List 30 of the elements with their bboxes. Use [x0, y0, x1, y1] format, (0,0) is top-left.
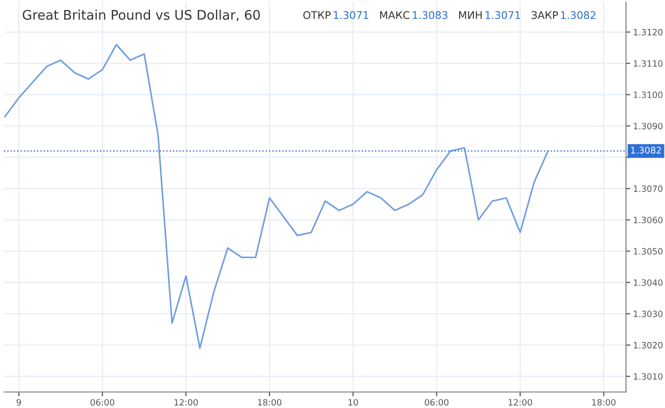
annotation: МАКС — [380, 11, 410, 20]
y-tick-label: 1.3040 — [634, 279, 663, 286]
x-tick-label: 9 — [16, 399, 21, 406]
x-tick-label: 18:00 — [592, 399, 616, 406]
y-tick-label: 1.3100 — [634, 92, 663, 98]
ref-line-label: 1.3082 — [631, 146, 661, 154]
y-tick-label: 1.3030 — [634, 310, 663, 318]
y-tick-label: 1.3010 — [634, 373, 663, 380]
x-tick-label: 06:00 — [90, 399, 114, 406]
annotation: ОТКР — [303, 11, 331, 20]
annotation: 1.3071 — [486, 11, 520, 20]
annotation: МИН — [459, 11, 482, 19]
x-tick-label: 12:00 — [174, 399, 198, 406]
x-tick-label: 12:00 — [508, 399, 532, 406]
x-tick-label: 18:00 — [258, 399, 282, 406]
y-tick-label: 1.3060 — [634, 216, 663, 224]
y-tick-label: 1.3120 — [634, 28, 663, 36]
annotation: 1.3083 — [412, 11, 448, 20]
annotation: ЗАКР — [532, 11, 558, 20]
line-series — [4, 44, 549, 349]
y-tick-label: 1.3070 — [634, 185, 663, 192]
y-tick-label: 1.3090 — [634, 122, 663, 130]
annotation: 1.3082 — [561, 11, 596, 20]
y-tick-label: 1.3110 — [634, 60, 663, 67]
annotation: 1.3071 — [334, 11, 368, 20]
text: Great Britain Pound vs US Dollar, 60 — [22, 10, 260, 22]
y-tick-label: 1.3050 — [634, 248, 663, 255]
x-tick-label: 10 — [348, 399, 358, 406]
y-tick-label: 1.3020 — [634, 342, 663, 348]
x-tick-label: 06:00 — [424, 399, 448, 406]
